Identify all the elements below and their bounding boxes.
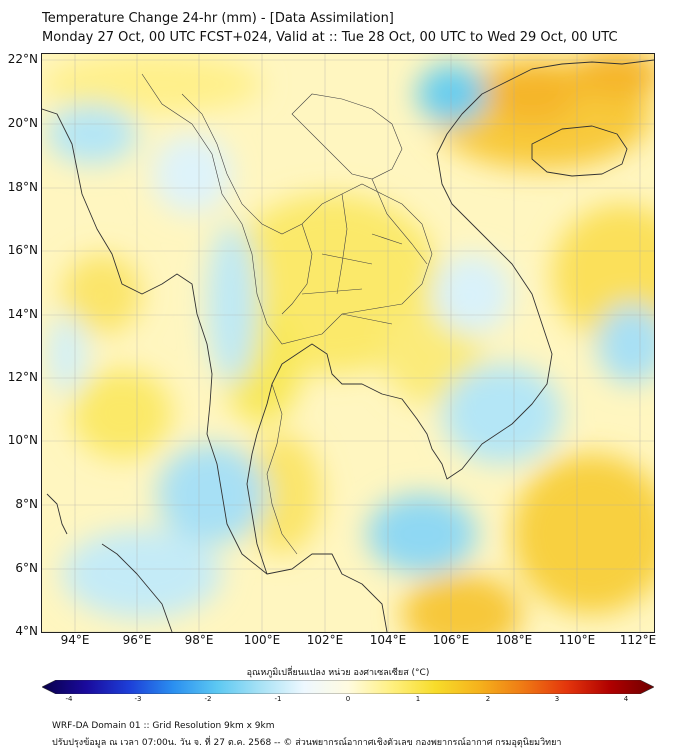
colorbar-title: อุณหภูมิเปลี่ยนแปลง หน่วย องศาเซลเซียส (… xyxy=(246,668,430,678)
lon-label: 106°E xyxy=(432,633,470,647)
lat-label: 12°N xyxy=(7,370,38,384)
lat-label: 14°N xyxy=(7,307,38,321)
colorbar-tick: -4 xyxy=(65,695,73,703)
colorbar-tick: 0 xyxy=(345,695,351,703)
colorbar-tick: 2 xyxy=(485,695,491,703)
colorbar xyxy=(42,680,654,694)
lat-label: 22°N xyxy=(7,52,38,66)
map-subtitle: Monday 27 Oct, 00 UTC FCST+024, Valid at… xyxy=(42,30,618,45)
lon-label: 96°E xyxy=(122,633,152,647)
colorbar-tick: -1 xyxy=(274,695,282,703)
lon-label: 94°E xyxy=(60,633,90,647)
footer-resolution: WRF-DA Domain 01 :: Grid Resolution 9km … xyxy=(52,721,275,731)
admin-borders xyxy=(141,73,433,555)
coastlines xyxy=(42,59,654,632)
colorbar-tick: 4 xyxy=(623,695,629,703)
lat-label: 10°N xyxy=(7,433,38,447)
lon-label: 98°E xyxy=(184,633,214,647)
temperature-map xyxy=(41,53,655,633)
lon-label: 102°E xyxy=(306,633,344,647)
lat-label: 16°N xyxy=(7,243,38,257)
lat-label: 8°N xyxy=(15,497,38,511)
lon-label: 110°E xyxy=(558,633,596,647)
lon-label: 112°E xyxy=(619,633,657,647)
graticule xyxy=(42,54,654,632)
colorbar-tick: -2 xyxy=(204,695,212,703)
colorbar-bar xyxy=(42,680,654,694)
lat-label: 18°N xyxy=(7,180,38,194)
lat-label: 20°N xyxy=(7,116,38,130)
lat-label: 4°N xyxy=(15,624,38,638)
colorbar-tick: 1 xyxy=(415,695,421,703)
footer-credit: ปรับปรุงข้อมูล ณ เวลา 07:00น. วัน จ. ที่… xyxy=(52,738,562,748)
colorbar-tick: -3 xyxy=(134,695,142,703)
lon-label: 108°E xyxy=(495,633,533,647)
colorbar-tick: 3 xyxy=(554,695,560,703)
lon-label: 100°E xyxy=(243,633,281,647)
lat-label: 6°N xyxy=(15,561,38,575)
map-canvas xyxy=(42,54,654,632)
map-title: Temperature Change 24-hr (mm) - [Data As… xyxy=(42,11,394,26)
lon-label: 104°E xyxy=(369,633,407,647)
